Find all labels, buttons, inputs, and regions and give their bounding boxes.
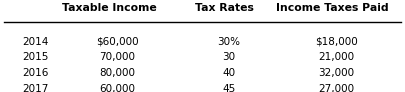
Text: 2016: 2016 (22, 68, 49, 78)
Text: 70,000: 70,000 (100, 52, 135, 62)
Text: Tax Rates: Tax Rates (195, 3, 254, 13)
Text: 21,000: 21,000 (318, 52, 354, 62)
Text: 2017: 2017 (22, 84, 49, 92)
Text: 30: 30 (222, 52, 235, 62)
Text: 32,000: 32,000 (318, 68, 354, 78)
Text: $60,000: $60,000 (96, 37, 139, 47)
Text: Income Taxes Paid: Income Taxes Paid (276, 3, 388, 13)
Text: 40: 40 (222, 68, 235, 78)
Text: 60,000: 60,000 (100, 84, 135, 92)
Text: 2014: 2014 (22, 37, 49, 47)
Text: 27,000: 27,000 (318, 84, 354, 92)
Text: 80,000: 80,000 (100, 68, 135, 78)
Text: 2015: 2015 (22, 52, 49, 62)
Text: $18,000: $18,000 (315, 37, 358, 47)
Text: 45: 45 (222, 84, 235, 92)
Text: 30%: 30% (217, 37, 240, 47)
Text: Taxable Income: Taxable Income (62, 3, 157, 13)
